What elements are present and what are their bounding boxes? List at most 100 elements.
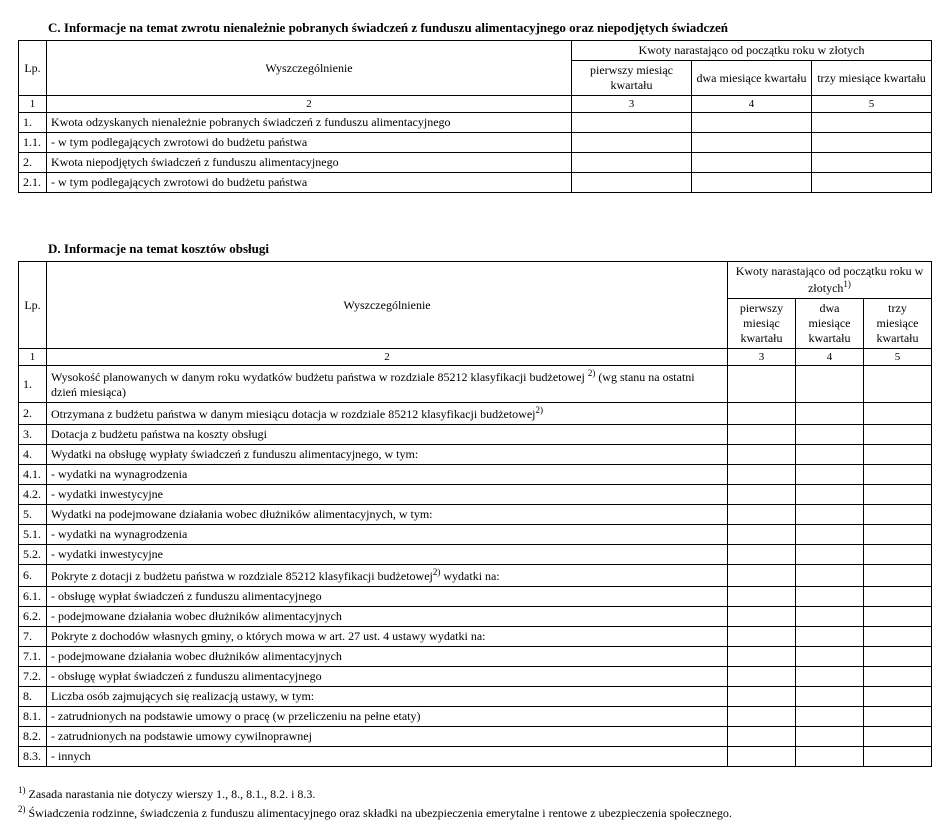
value-cell — [796, 545, 864, 565]
value-cell — [728, 366, 796, 403]
value-cell — [728, 647, 796, 667]
value-cell — [728, 727, 796, 747]
c-colnum-row: 1 2 3 4 5 — [19, 96, 932, 113]
value-cell — [864, 465, 932, 485]
section-d-title: D. Informacje na temat kosztów obsługi — [48, 241, 932, 257]
row-desc: - wydatki inwestycyjne — [47, 485, 728, 505]
value-cell — [812, 133, 932, 153]
value-cell — [864, 727, 932, 747]
row-lp: 5. — [19, 505, 47, 525]
table-row: 7.1.- podejmowane działania wobec dłużni… — [19, 647, 932, 667]
table-row: 5.2.- wydatki inwestycyjne — [19, 545, 932, 565]
footnote-1-sup: 1) — [18, 785, 26, 795]
value-cell — [728, 403, 796, 425]
value-cell — [692, 113, 812, 133]
value-cell — [864, 545, 932, 565]
value-cell — [796, 525, 864, 545]
value-cell — [864, 445, 932, 465]
row-lp: 1. — [19, 113, 47, 133]
table-row: 8.Liczba osób zajmujących się realizacją… — [19, 687, 932, 707]
value-cell — [728, 687, 796, 707]
c-spec-header: Wyszczególnienie — [47, 41, 572, 96]
d-month-2: dwa miesiące kwartału — [796, 299, 864, 349]
table-row: 8.2.- zatrudnionych na podstawie umowy c… — [19, 727, 932, 747]
table-row: 4.Wydatki na obsługę wypłaty świadczeń z… — [19, 445, 932, 465]
d-group-header: Kwoty narastająco od początku roku w zło… — [728, 262, 932, 299]
table-row: 6.Pokryte z dotacji z budżetu państwa w … — [19, 565, 932, 587]
footnote-2-text: Świadczenia rodzinne, świadczenia z fund… — [26, 806, 732, 820]
row-desc: - podejmowane działania wobec dłużników … — [47, 647, 728, 667]
row-desc: - podejmowane działania wobec dłużników … — [47, 607, 728, 627]
row-desc: Kwota odzyskanych nienależnie pobranych … — [47, 113, 572, 133]
value-cell — [692, 173, 812, 193]
value-cell — [728, 627, 796, 647]
value-cell — [796, 565, 864, 587]
value-cell — [728, 747, 796, 767]
value-cell — [728, 587, 796, 607]
footnote-1-text: Zasada narastania nie dotyczy wierszy 1.… — [26, 787, 316, 801]
row-desc: - wydatki na wynagrodzenia — [47, 525, 728, 545]
row-desc: - w tym podlegających zwrotowi do budżet… — [47, 173, 572, 193]
row-lp: 8.2. — [19, 727, 47, 747]
row-desc: Pokryte z dochodów własnych gminy, o któ… — [47, 627, 728, 647]
row-desc: - zatrudnionych na podstawie umowy cywil… — [47, 727, 728, 747]
value-cell — [812, 173, 932, 193]
value-cell — [728, 445, 796, 465]
value-cell — [692, 133, 812, 153]
d-group-header-text: Kwoty narastająco od początku roku w zło… — [736, 264, 924, 295]
value-cell — [864, 403, 932, 425]
value-cell — [864, 425, 932, 445]
value-cell — [572, 133, 692, 153]
row-desc: Pokryte z dotacji z budżetu państwa w ro… — [47, 565, 728, 587]
row-desc: - innych — [47, 747, 728, 767]
value-cell — [864, 607, 932, 627]
row-desc: Wydatki na podejmowane działania wobec d… — [47, 505, 728, 525]
value-cell — [796, 687, 864, 707]
value-cell — [864, 667, 932, 687]
value-cell — [864, 647, 932, 667]
row-desc: Kwota niepodjętych świadczeń z funduszu … — [47, 153, 572, 173]
value-cell — [796, 647, 864, 667]
value-cell — [572, 113, 692, 133]
value-cell — [728, 707, 796, 727]
row-lp: 5.1. — [19, 525, 47, 545]
row-lp: 7. — [19, 627, 47, 647]
value-cell — [796, 627, 864, 647]
row-desc: - zatrudnionych na podstawie umowy o pra… — [47, 707, 728, 727]
value-cell — [728, 465, 796, 485]
value-cell — [864, 565, 932, 587]
value-cell — [796, 403, 864, 425]
row-desc: Wydatki na obsługę wypłaty świadczeń z f… — [47, 445, 728, 465]
row-desc: - w tym podlegających zwrotowi do budżet… — [47, 133, 572, 153]
row-desc: Liczba osób zajmujących się realizacją u… — [47, 687, 728, 707]
row-desc: - obsługę wypłat świadczeń z funduszu al… — [47, 667, 728, 687]
value-cell — [864, 707, 932, 727]
table-d: Lp. Wyszczególnienie Kwoty narastająco o… — [18, 261, 932, 767]
value-cell — [796, 667, 864, 687]
value-cell — [864, 485, 932, 505]
table-row: 5.Wydatki na podejmowane działania wobec… — [19, 505, 932, 525]
footnotes: 1) Zasada narastania nie dotyczy wierszy… — [18, 785, 932, 821]
row-lp: 3. — [19, 425, 47, 445]
row-lp: 4. — [19, 445, 47, 465]
value-cell — [864, 587, 932, 607]
value-cell — [728, 607, 796, 627]
row-desc: - obsługę wypłat świadczeń z funduszu al… — [47, 587, 728, 607]
table-row: 2.1.- w tym podlegających zwrotowi do bu… — [19, 173, 932, 193]
table-row: 2.Kwota niepodjętych świadczeń z fundusz… — [19, 153, 932, 173]
c-group-header: Kwoty narastająco od początku roku w zło… — [572, 41, 932, 61]
value-cell — [728, 545, 796, 565]
section-c-title: C. Informacje na temat zwrotu nienależni… — [48, 20, 932, 36]
row-lp: 1.1. — [19, 133, 47, 153]
value-cell — [728, 425, 796, 445]
row-desc: Wysokość planowanych w danym roku wydatk… — [47, 366, 728, 403]
value-cell — [864, 687, 932, 707]
value-cell — [728, 505, 796, 525]
d-month-1: pierwszy miesiąc kwartału — [728, 299, 796, 349]
row-desc: - wydatki inwestycyjne — [47, 545, 728, 565]
row-lp: 5.2. — [19, 545, 47, 565]
value-cell — [728, 667, 796, 687]
value-cell — [864, 627, 932, 647]
table-row: 1.Kwota odzyskanych nienależnie pobranyc… — [19, 113, 932, 133]
value-cell — [864, 525, 932, 545]
